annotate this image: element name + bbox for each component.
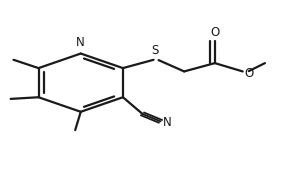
Text: S: S [151, 44, 159, 57]
Text: O: O [244, 67, 253, 80]
Text: N: N [163, 116, 172, 129]
Text: N: N [76, 36, 85, 49]
Text: O: O [210, 26, 220, 39]
